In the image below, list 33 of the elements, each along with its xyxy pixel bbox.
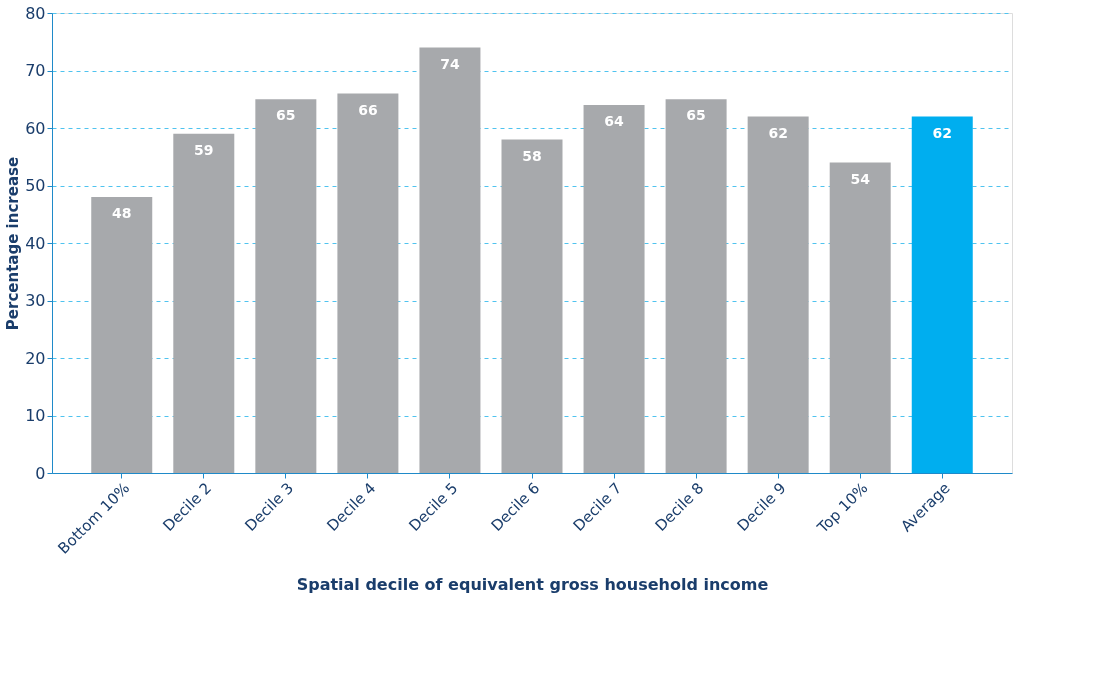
- bar: [173, 133, 235, 473]
- y-axis-title: Percentage increase: [4, 156, 23, 331]
- data-label: 65: [686, 107, 706, 124]
- y-tick-label: 80: [25, 3, 46, 23]
- bar: [583, 105, 645, 473]
- bar: [747, 116, 809, 473]
- bar: [91, 197, 153, 473]
- y-tick-label: 40: [25, 233, 46, 253]
- bar: [501, 139, 563, 473]
- data-label: 74: [440, 55, 460, 72]
- data-label: 65: [276, 107, 296, 124]
- data-label: 58: [522, 147, 542, 164]
- bar: [419, 47, 481, 473]
- data-label: 66: [358, 101, 378, 118]
- y-tick-label: 60: [25, 118, 46, 138]
- bar: [337, 93, 399, 473]
- bar: [911, 116, 973, 473]
- data-label: 48: [112, 205, 132, 221]
- data-label: 62: [932, 124, 952, 141]
- y-tick-label: 70: [25, 61, 46, 80]
- data-label: 54: [850, 170, 871, 187]
- y-tick-label: 50: [25, 176, 46, 195]
- x-axis-title: Spatial decile of equivalent gross household income: [296, 574, 769, 594]
- bar: [665, 99, 727, 473]
- bar: [255, 99, 317, 473]
- y-tick-label: 0: [35, 463, 46, 483]
- y-tick-label: 20: [25, 348, 46, 368]
- data-label: 59: [194, 141, 214, 158]
- y-tick-label: 10: [25, 406, 46, 425]
- data-label: 62: [768, 124, 788, 141]
- y-tick-label: 30: [25, 291, 46, 310]
- bar: [829, 162, 891, 473]
- data-label: 64: [604, 113, 625, 129]
